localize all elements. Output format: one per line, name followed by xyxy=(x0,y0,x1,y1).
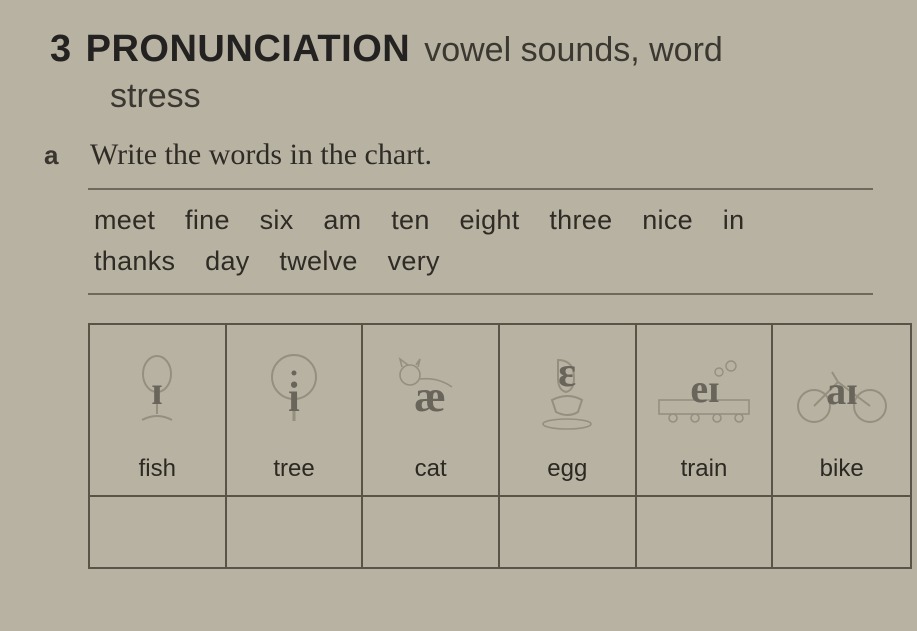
chart-answer-cell[interactable] xyxy=(773,497,910,567)
wordbank-word: three xyxy=(549,200,612,241)
wordbank-word: in xyxy=(723,200,745,241)
chart-answer-cell[interactable] xyxy=(90,497,227,567)
section-number: 3 xyxy=(50,28,72,71)
exercise-page: 3 PRONUNCIATION vowel sounds, word stres… xyxy=(0,0,917,589)
wordbank-word: ten xyxy=(391,200,429,241)
bike-icon: aɪ xyxy=(777,335,906,451)
chart-keyword: bike xyxy=(820,455,864,485)
wordbank-word: very xyxy=(388,241,440,282)
wordbank-word: thanks xyxy=(94,241,175,282)
train-icon: eɪ xyxy=(641,335,768,451)
section-heading: 3 PRONUNCIATION vowel sounds, word xyxy=(50,28,873,71)
chart-column-fish: ɪ fish xyxy=(90,325,227,497)
chart-answer-cell[interactable] xyxy=(227,497,364,567)
section-subtitle-1: vowel sounds, word xyxy=(424,31,723,70)
chart-column-train: eɪ train xyxy=(637,325,774,497)
svg-text:eɪ: eɪ xyxy=(690,366,719,411)
section-subtitle-2: stress xyxy=(110,77,873,116)
wordbank-word: eight xyxy=(459,200,519,241)
svg-text:ɪ: ɪ xyxy=(152,368,164,413)
chart-keyword: train xyxy=(681,455,728,485)
chart-answer-cell[interactable] xyxy=(637,497,774,567)
wordbank-word: nice xyxy=(642,200,693,241)
wordbank-word: six xyxy=(260,200,294,241)
svg-text:æ: æ xyxy=(414,372,446,421)
word-bank: meet fine six am ten eight three nice in… xyxy=(88,188,873,295)
chart-keyword: fish xyxy=(139,455,176,485)
svg-text:i: i xyxy=(288,375,300,421)
wordbank-word: twelve xyxy=(279,241,357,282)
task-instruction: Write the words in the chart. xyxy=(90,138,432,172)
svg-text:aɪ: aɪ xyxy=(826,368,858,413)
chart-keyword: tree xyxy=(273,455,314,485)
wordbank-word: am xyxy=(323,200,361,241)
chart-column-egg: ɛ egg xyxy=(500,325,637,497)
svg-text:ɛ: ɛ xyxy=(558,350,576,396)
egg-icon: ɛ xyxy=(504,335,631,451)
task-letter: a xyxy=(44,140,72,171)
section-title: PRONUNCIATION xyxy=(86,28,411,71)
wordbank-word: day xyxy=(205,241,249,282)
chart-column-tree: i tree xyxy=(227,325,364,497)
task-row: a Write the words in the chart. xyxy=(44,138,873,172)
chart-column-cat: æ cat xyxy=(363,325,500,497)
chart-keyword: egg xyxy=(547,455,587,485)
vowel-chart: ɪ fish i tree æ xyxy=(88,323,912,569)
wordbank-word: meet xyxy=(94,200,155,241)
chart-column-bike: aɪ bike xyxy=(773,325,910,497)
chart-answer-cell[interactable] xyxy=(363,497,500,567)
fish-icon: ɪ xyxy=(94,335,221,451)
chart-keyword: cat xyxy=(415,455,447,485)
cat-icon: æ xyxy=(367,335,494,451)
tree-icon: i xyxy=(231,335,358,451)
wordbank-word: fine xyxy=(185,200,230,241)
chart-answer-cell[interactable] xyxy=(500,497,637,567)
